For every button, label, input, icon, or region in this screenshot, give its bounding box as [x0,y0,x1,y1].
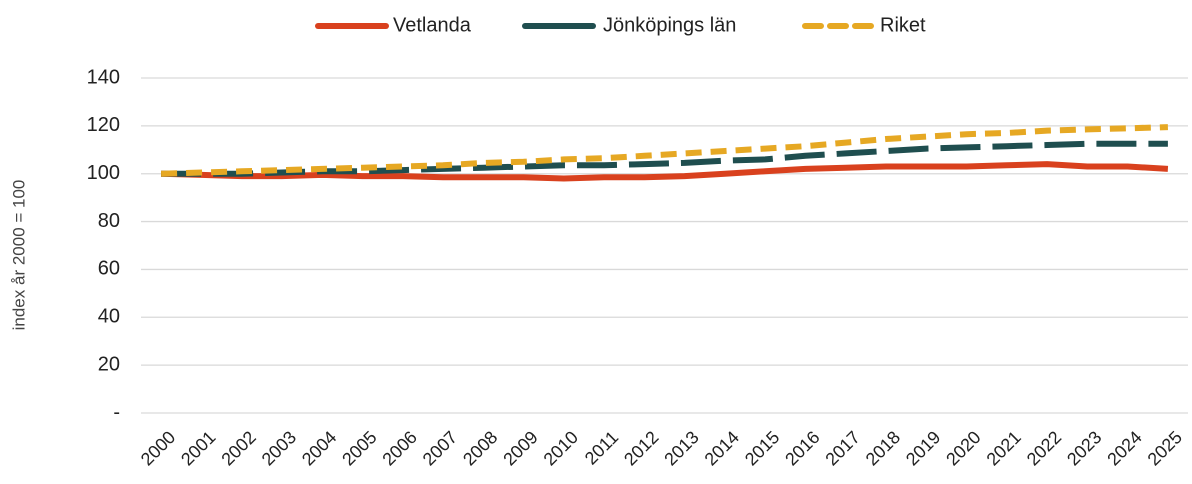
y-tick-label: 60 [98,258,120,280]
x-tick-label: 2001 [177,427,219,469]
legend-label: Vetlanda [393,14,472,36]
x-tick-label: 2018 [862,427,904,469]
x-tick-label: 2020 [942,427,984,469]
y-tick-label: 120 [87,114,120,136]
x-tick-label: 2009 [499,427,541,469]
x-tick-label: 2022 [1023,427,1065,469]
x-tick-label: 2015 [741,427,783,469]
x-tick-label: 2014 [701,427,743,469]
legend-label: Riket [880,14,926,36]
x-tick-label: 2003 [258,427,300,469]
x-tick-label: 2025 [1144,427,1186,469]
x-tick-label: 2012 [620,427,662,469]
x-tick-label: 2002 [217,427,259,469]
y-tick-label: 40 [98,306,120,328]
y-tick-label: 100 [87,162,120,184]
y-tick-label: - [113,401,120,423]
x-tick-label: 2005 [338,427,380,469]
x-tick-label: 2006 [378,427,420,469]
y-tick-label: 140 [87,66,120,88]
series-line [161,161,1169,182]
x-tick-label: 2011 [581,427,623,469]
y-axis-label: index år 2000 = 100 [9,180,28,331]
x-tick-label: 2019 [902,427,944,469]
y-tick-label: 20 [98,353,120,375]
legend-label: Jönköpings län [603,14,736,36]
x-tick-label: 2008 [459,427,501,469]
x-tick-label: 2017 [821,427,863,469]
x-tick-label: 2021 [983,427,1025,469]
x-tick-label: 2000 [137,427,179,469]
series-line [161,140,1168,177]
x-tick-label: 2023 [1063,427,1105,469]
x-tick-label: 2010 [540,427,582,469]
x-tick-label: 2024 [1103,427,1145,469]
x-tick-label: 2016 [781,427,823,469]
y-tick-label: 80 [98,210,120,232]
x-tick-label: 2004 [298,427,340,469]
x-tick-label: 2007 [419,427,461,469]
x-tick-label: 2013 [660,427,702,469]
series-line [161,124,1168,177]
